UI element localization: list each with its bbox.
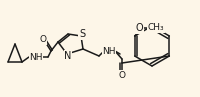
Text: NH: NH	[29, 52, 43, 61]
Text: S: S	[79, 29, 85, 39]
Text: O: O	[118, 71, 126, 80]
Text: O: O	[40, 36, 46, 45]
Text: CH₃: CH₃	[147, 23, 164, 32]
Text: NH: NH	[102, 46, 116, 55]
Text: O: O	[136, 23, 143, 33]
Text: N: N	[64, 51, 72, 61]
